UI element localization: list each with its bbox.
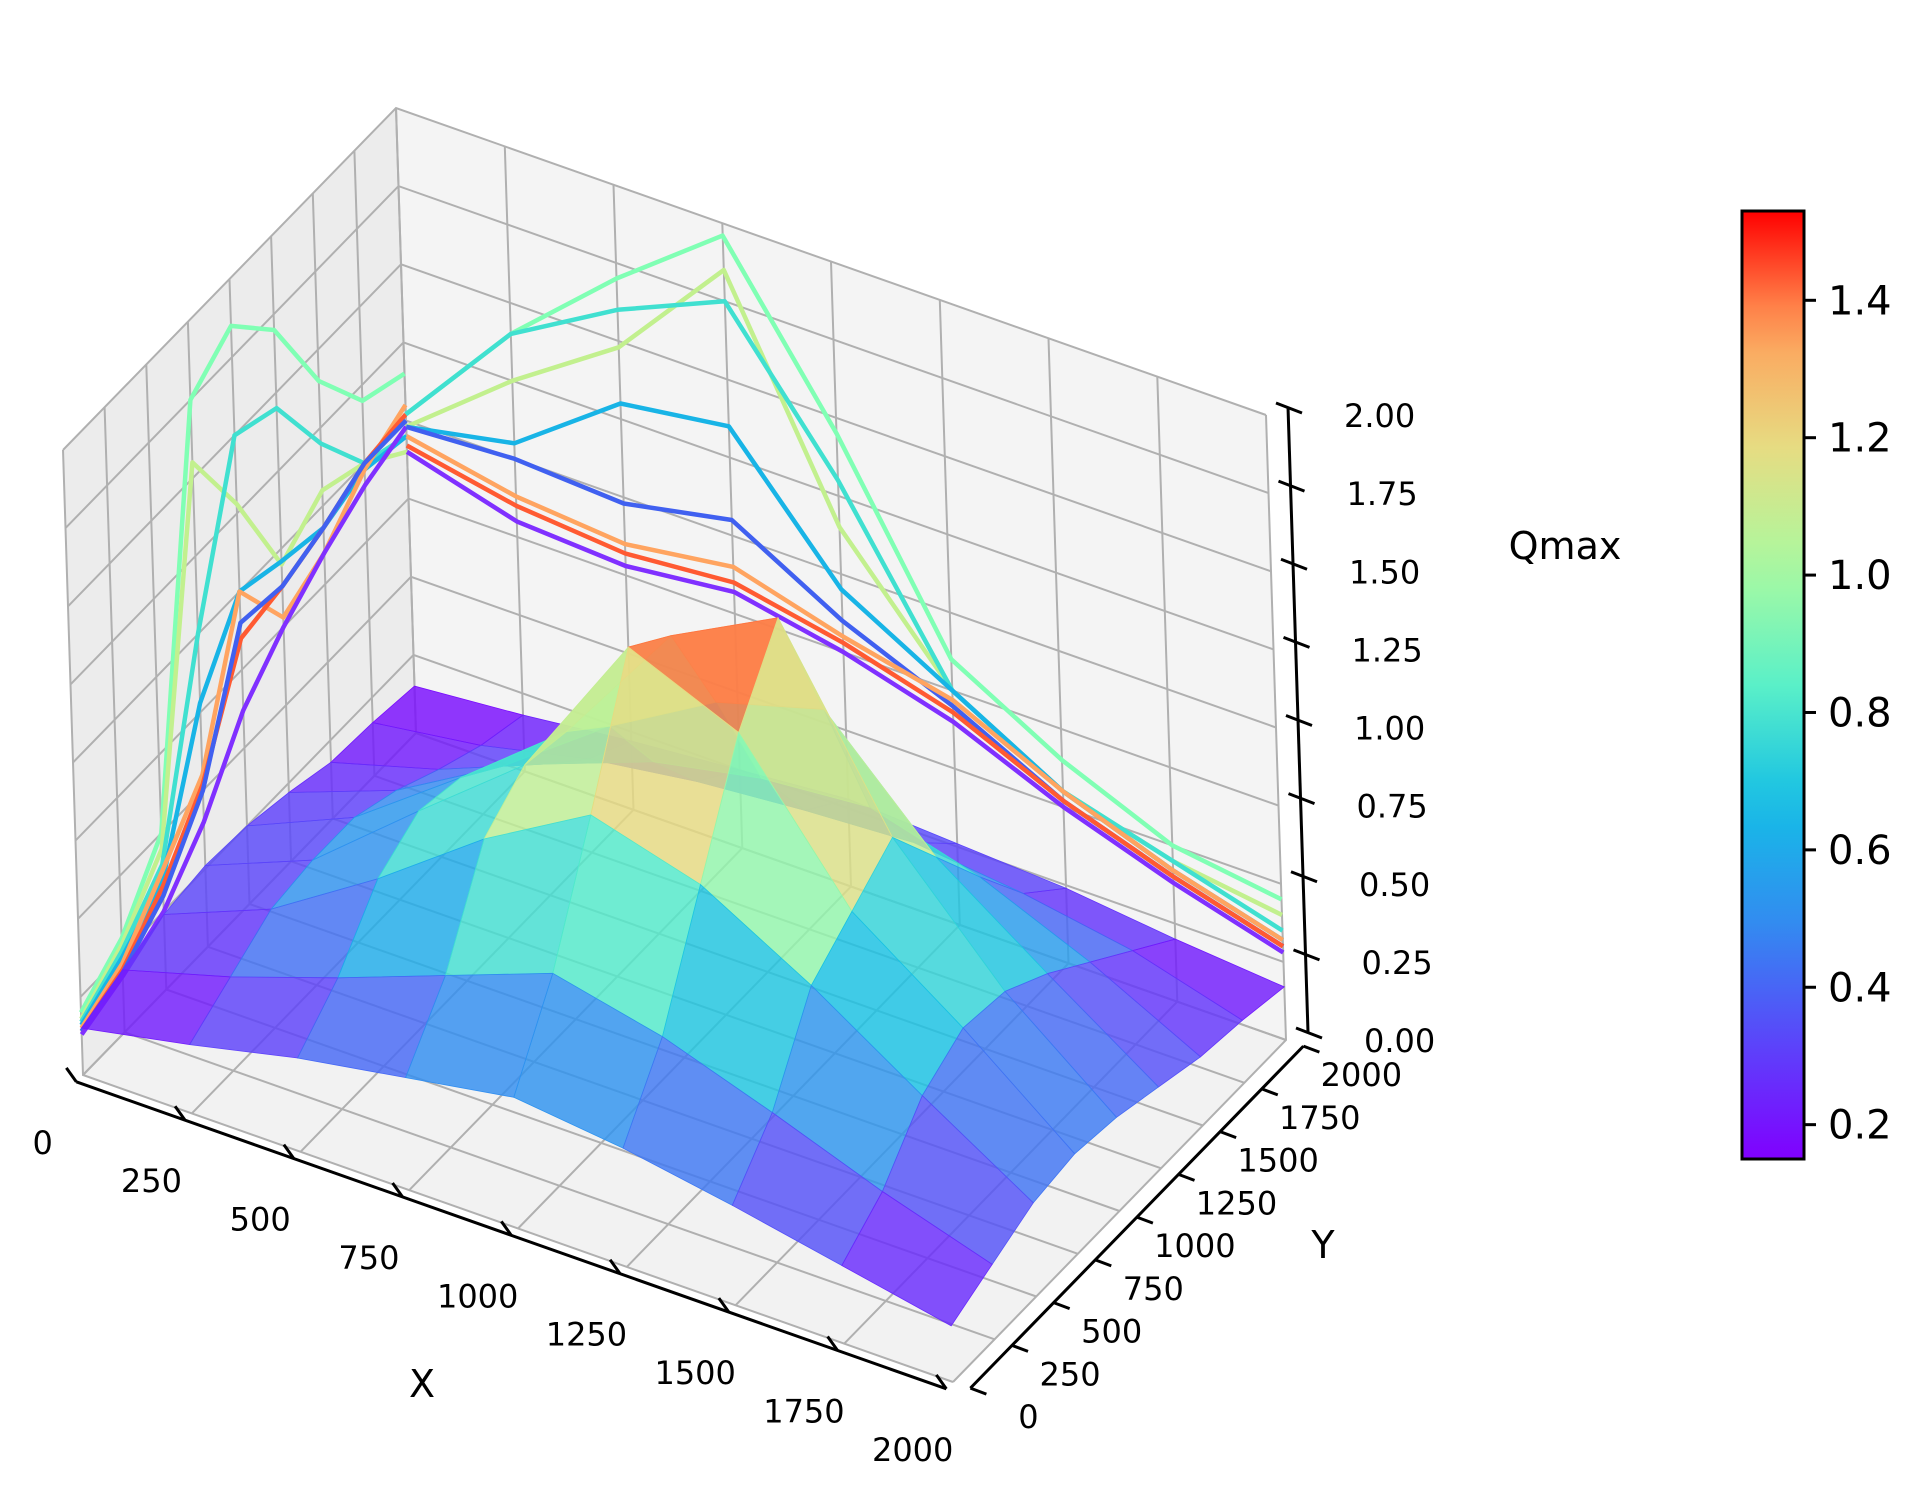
z-tick-mark <box>1295 1026 1323 1040</box>
y-axis-label: Y <box>1310 1223 1335 1267</box>
y-tick-label: 1000 <box>1154 1227 1235 1265</box>
colorbar-tick-label: 1.0 <box>1828 553 1892 599</box>
y-tick-label: 1750 <box>1279 1099 1360 1137</box>
y-tick-label: 2000 <box>1321 1056 1402 1094</box>
colorbar-tick-label: 0.2 <box>1828 1103 1892 1149</box>
z-tick-mark <box>1275 401 1303 415</box>
y-tick-mark <box>1053 1301 1071 1311</box>
x-tick-mark <box>282 1143 296 1160</box>
x-tick-mark <box>500 1220 513 1237</box>
y-tick-label: 250 <box>1039 1355 1100 1393</box>
projection-line <box>79 418 408 1033</box>
projection-line <box>405 443 1285 949</box>
grid-line <box>64 184 1269 529</box>
axis-spines <box>65 401 1323 1396</box>
z-tick-label: 1.00 <box>1354 710 1425 748</box>
projection-line <box>405 434 1285 942</box>
x-axis-label: X <box>409 1362 435 1406</box>
projection-line <box>405 449 1285 955</box>
grid-line <box>69 341 1274 686</box>
colorbar-tick-label: 0.4 <box>1828 965 1892 1011</box>
grid-line <box>67 263 1272 607</box>
x-tick-label: 2000 <box>872 1431 953 1469</box>
z-tick-mark <box>1292 948 1321 962</box>
z-tick-label: 1.75 <box>1347 475 1418 513</box>
x-tick-mark <box>935 1373 948 1390</box>
x-tick-mark <box>391 1182 404 1198</box>
y-tick-label: 750 <box>1123 1270 1184 1308</box>
y-tick-mark <box>1302 1044 1320 1054</box>
z-tick-mark <box>1285 714 1313 727</box>
z-tick-label: 0.00 <box>1364 1022 1435 1060</box>
projection-line <box>404 299 1284 933</box>
projection-line <box>79 449 408 1020</box>
x-tick-mark <box>65 1066 78 1083</box>
z-tick-mark <box>1290 870 1318 884</box>
z-tick-label: 1.50 <box>1349 553 1420 591</box>
x-axis-line <box>75 1080 947 1391</box>
z-axis-label: Qmax <box>1509 524 1622 568</box>
y-tick-mark <box>1094 1258 1112 1268</box>
x-tick-mark <box>826 1335 839 1352</box>
y-tick-label: 1500 <box>1237 1142 1318 1180</box>
surface-patch <box>841 1190 993 1327</box>
x-tick-label: 500 <box>230 1201 291 1239</box>
y-tick-mark <box>1177 1172 1196 1182</box>
z-tick-mark <box>1280 557 1308 571</box>
y-tick-mark <box>1011 1343 1029 1353</box>
z-tick-label: 0.25 <box>1362 944 1433 982</box>
x-tick-mark <box>608 1258 622 1275</box>
z-tick-mark <box>1282 635 1311 649</box>
colorbar-tick-label: 1.4 <box>1828 278 1892 324</box>
x-tick-label: 1250 <box>546 1316 627 1354</box>
z-tick-mark <box>1277 479 1306 493</box>
x-tick-label: 0 <box>33 1124 53 1162</box>
x-tick-label: 750 <box>338 1239 399 1277</box>
x-tick-mark <box>717 1297 731 1313</box>
colorbar-gradient <box>1740 209 1806 1161</box>
grid-line <box>62 106 1267 451</box>
tick-labels: 0250500750100012501500175020000250500750… <box>33 397 1436 1469</box>
projection-line <box>79 405 408 1024</box>
y-tick-label: 1250 <box>1196 1184 1277 1222</box>
projection-lines <box>79 233 1285 1036</box>
z-tick-label: 2.00 <box>1344 397 1415 435</box>
z-tick-label: 1.25 <box>1352 631 1423 669</box>
grid-line <box>74 497 1279 842</box>
y-tick-mark <box>1136 1215 1154 1225</box>
x-tick-label: 1000 <box>437 1277 518 1315</box>
colorbar-tick-label: 0.8 <box>1828 690 1892 736</box>
projection-line <box>79 323 406 1014</box>
y-tick-label: 500 <box>1081 1313 1142 1351</box>
projection-line <box>79 403 408 1030</box>
z-tick-label: 0.50 <box>1359 866 1430 904</box>
x-tick-label: 1500 <box>654 1354 735 1392</box>
x-tick-label: 1750 <box>763 1392 844 1430</box>
y-tick-mark <box>1261 1087 1279 1097</box>
y-tick-mark <box>1219 1130 1237 1140</box>
projection-line <box>404 233 1283 902</box>
y-tick-mark <box>969 1386 987 1396</box>
z-tick-label: 0.75 <box>1357 788 1428 826</box>
colorbar-tick-label: 1.2 <box>1828 416 1892 462</box>
x-tick-label: 250 <box>121 1162 182 1200</box>
colorbar-tick-label: 0.6 <box>1828 828 1892 874</box>
y-tick-label: 0 <box>1018 1398 1038 1436</box>
z-tick-mark <box>1287 792 1316 806</box>
x-tick-mark <box>173 1105 187 1122</box>
surface-patches <box>80 616 1286 1327</box>
colorbar: 0.2 0.4 0.6 0.8 1.0 1.2 1.4 <box>1740 209 1892 1161</box>
